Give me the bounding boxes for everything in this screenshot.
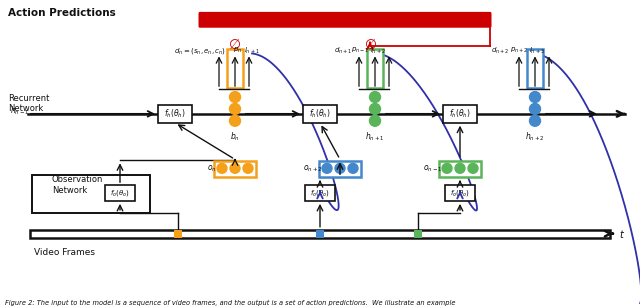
Text: $l_{n+1}$: $l_{n+1}$ <box>244 45 260 56</box>
Text: $l_{n+3}$: $l_{n+3}$ <box>529 45 545 56</box>
FancyBboxPatch shape <box>527 49 543 88</box>
Circle shape <box>230 103 241 115</box>
Circle shape <box>230 91 241 103</box>
Circle shape <box>529 91 541 103</box>
Circle shape <box>348 163 358 173</box>
FancyBboxPatch shape <box>305 185 335 201</box>
Bar <box>174 230 182 238</box>
Circle shape <box>529 115 541 126</box>
Text: $\varnothing$: $\varnothing$ <box>228 38 241 52</box>
Text: $f_h(\theta_h)$: $f_h(\theta_h)$ <box>309 108 331 120</box>
Bar <box>414 230 422 238</box>
Text: Observation
Network: Observation Network <box>52 176 104 195</box>
FancyBboxPatch shape <box>158 105 192 123</box>
FancyBboxPatch shape <box>367 49 383 88</box>
Text: $h_{n+2}$: $h_{n+2}$ <box>525 131 545 143</box>
FancyBboxPatch shape <box>445 185 475 201</box>
Text: $p_n$: $p_n$ <box>234 45 243 55</box>
Text: $d_n=(s_n,e_n,c_n)$: $d_n=(s_n,e_n,c_n)$ <box>174 45 226 56</box>
Circle shape <box>529 103 541 115</box>
Text: Action Predictions: Action Predictions <box>8 8 116 18</box>
FancyBboxPatch shape <box>227 49 243 88</box>
FancyBboxPatch shape <box>198 12 492 28</box>
Circle shape <box>322 163 332 173</box>
Circle shape <box>335 163 345 173</box>
FancyBboxPatch shape <box>319 161 361 177</box>
Text: $b_n$: $b_n$ <box>230 131 240 143</box>
Text: $o_{n-1}$: $o_{n-1}$ <box>422 163 442 173</box>
Text: $f_o(\theta_o)$: $f_o(\theta_o)$ <box>110 188 130 198</box>
Text: $o_{n+2}$: $o_{n+2}$ <box>303 163 322 173</box>
FancyBboxPatch shape <box>443 105 477 123</box>
Circle shape <box>369 103 381 115</box>
Text: $l_{n+2}$: $l_{n+2}$ <box>370 45 386 56</box>
Text: $p_{n+2}$: $p_{n+2}$ <box>510 45 528 55</box>
Circle shape <box>442 163 452 173</box>
Bar <box>316 230 324 238</box>
Circle shape <box>243 163 253 173</box>
Text: $d_{n+2}$: $d_{n+2}$ <box>491 45 509 56</box>
FancyBboxPatch shape <box>32 175 150 213</box>
Text: $d_{n+1}$: $d_{n+1}$ <box>334 45 352 56</box>
Circle shape <box>230 163 240 173</box>
Circle shape <box>217 163 227 173</box>
Bar <box>30 230 610 238</box>
Text: $f_o(\theta_o)$: $f_o(\theta_o)$ <box>450 188 470 198</box>
Text: Recurrent
Network: Recurrent Network <box>8 94 49 114</box>
FancyBboxPatch shape <box>214 161 256 177</box>
Text: $t$: $t$ <box>619 228 625 240</box>
Circle shape <box>369 115 381 126</box>
Text: $p_{n-1}$: $p_{n-1}$ <box>351 45 369 55</box>
Circle shape <box>468 163 478 173</box>
Text: $\varnothing$: $\varnothing$ <box>364 38 376 52</box>
Circle shape <box>230 115 241 126</box>
Circle shape <box>369 91 381 103</box>
FancyBboxPatch shape <box>105 185 135 201</box>
FancyBboxPatch shape <box>303 105 337 123</box>
Text: $h_{n+1}$: $h_{n+1}$ <box>365 131 385 143</box>
Text: Video Frames: Video Frames <box>34 247 95 257</box>
FancyBboxPatch shape <box>439 161 481 177</box>
Text: $f_h(\theta_h)$: $f_h(\theta_h)$ <box>164 108 186 120</box>
Text: $f_o(\theta_o)$: $f_o(\theta_o)$ <box>310 188 330 198</box>
Circle shape <box>455 163 465 173</box>
Text: $h_{n-1}$: $h_{n-1}$ <box>10 105 29 117</box>
Text: $f_h(\theta_h)$: $f_h(\theta_h)$ <box>449 108 471 120</box>
Text: $o_n$: $o_n$ <box>207 163 217 173</box>
Text: Figure 2: The input to the model is a sequence of video frames, and the output i: Figure 2: The input to the model is a se… <box>5 300 456 306</box>
